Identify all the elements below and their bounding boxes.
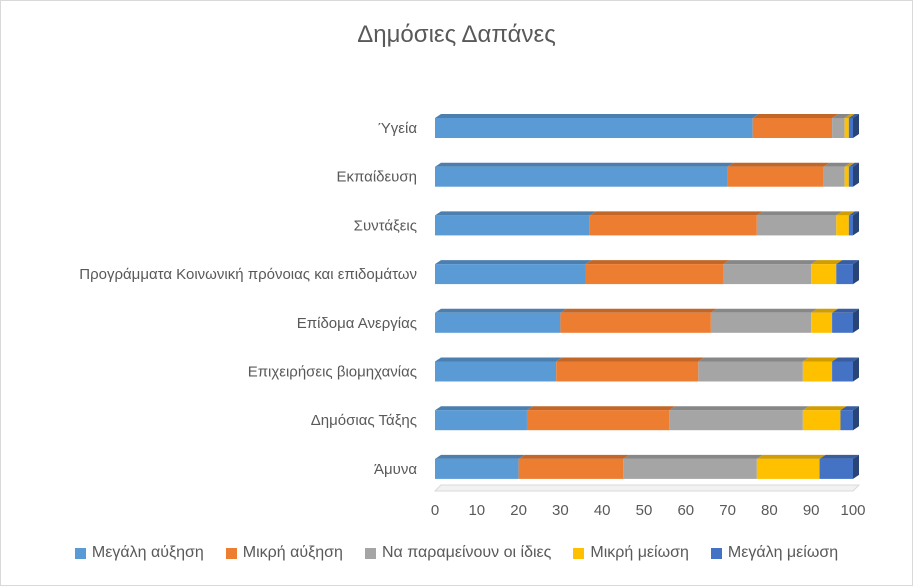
- bar-segment: [752, 114, 839, 138]
- legend-item: Μεγάλη αύξηση: [74, 544, 204, 562]
- bar-segment: [836, 211, 855, 236]
- legend-item: Να παραμείνουν οι ίδιες: [364, 544, 552, 562]
- bar-segment: [556, 357, 705, 382]
- bar-segment: [832, 357, 859, 382]
- bar-segment: [435, 114, 759, 138]
- legend-item: Μεγάλη μείωση: [710, 544, 839, 562]
- bar-segment: [560, 308, 717, 333]
- legend-swatch: [573, 547, 585, 559]
- x-tick-label: 20: [510, 502, 527, 519]
- bar-segment: [848, 162, 859, 187]
- bar-side-face: [853, 114, 859, 138]
- category-label: Δημόσιας Τάξης: [311, 412, 417, 429]
- legend-swatch: [710, 547, 722, 559]
- x-tick-label: 0: [431, 502, 439, 519]
- bar-side-face: [853, 406, 859, 431]
- x-tick-label: 50: [636, 502, 653, 519]
- category-label: Επίδομα Ανεργίας: [297, 315, 417, 332]
- bar-side-face: [853, 454, 859, 479]
- bar-segment: [518, 454, 630, 479]
- bar-segment: [435, 211, 596, 236]
- bar-segment: [823, 162, 851, 187]
- bar-segment: [819, 454, 859, 479]
- bar-segment: [727, 162, 830, 187]
- category-label: Συντάξεις: [354, 217, 417, 234]
- bar-side-face: [853, 211, 859, 236]
- bar-segment: [802, 357, 839, 382]
- chart-floor: [433, 484, 861, 492]
- bar-side-face: [853, 260, 859, 285]
- legend-label: Μικρή αύξηση: [242, 544, 343, 561]
- bar-segment: [723, 260, 818, 285]
- x-tick-label: 60: [677, 502, 694, 519]
- legend-swatch: [74, 547, 86, 559]
- category-label: Ύγεία: [378, 120, 417, 137]
- bar-segment: [802, 406, 847, 431]
- legend-item: Μικρή μείωση: [573, 544, 689, 562]
- bar-segment: [844, 114, 855, 138]
- bar-segment: [435, 454, 525, 479]
- x-tick-label: 30: [552, 502, 569, 519]
- legend-label: Μικρή μείωση: [590, 544, 689, 561]
- x-tick-label: 10: [468, 502, 485, 519]
- bar-segment: [836, 260, 859, 285]
- bar-segment: [832, 114, 851, 138]
- bar-side-face: [853, 162, 859, 187]
- category-label: Προγράμματα Κοινωνική πρόνοιας και επιδο…: [79, 266, 417, 283]
- bar-segment: [840, 406, 859, 431]
- bar-segment: [848, 211, 859, 236]
- bar-segment: [589, 211, 763, 236]
- bar-segment: [435, 162, 734, 187]
- chart-plot-area: Ύγεία Εκπαίδευση Συντάξεις Προγράμματα Κοιν…: [79, 114, 866, 519]
- bar-segment: [756, 211, 843, 236]
- legend-swatch: [364, 547, 376, 559]
- x-tick-label: 80: [761, 502, 778, 519]
- x-tick-label: 90: [803, 502, 820, 519]
- category-label: Επιχειρήσεις βιομηχανίας: [248, 364, 417, 381]
- bar-side-face: [853, 308, 859, 333]
- bar-segment: [811, 308, 839, 333]
- bar-side-face: [853, 357, 859, 382]
- bar-segment: [710, 308, 818, 333]
- chart-legend: Μεγάλη αύξηση Μικρή αύξηση Να παραμείνουν …: [1, 544, 912, 562]
- category-label: Άμυνα: [374, 461, 417, 478]
- x-tick-label: 70: [719, 502, 736, 519]
- bar-segment: [435, 260, 592, 285]
- legend-label: Μεγάλη αύξηση: [91, 544, 204, 561]
- bar-segment: [844, 162, 855, 187]
- bar-segment: [811, 260, 843, 285]
- bar-segment: [832, 308, 859, 333]
- bar-segment: [526, 406, 676, 431]
- legend-swatch: [225, 547, 237, 559]
- bar-segment: [435, 357, 563, 382]
- bar-segment: [623, 454, 763, 479]
- x-tick-label: 100: [840, 502, 865, 519]
- bar-segment: [435, 406, 533, 431]
- x-tick-label: 40: [594, 502, 611, 519]
- bar-segment: [698, 357, 809, 382]
- category-label: Εκπαίδευση: [337, 169, 418, 186]
- bar-segment: [848, 114, 859, 138]
- legend-item: Μικρή αύξηση: [225, 544, 343, 562]
- chart-title: Δημόσιες Δαπάνες: [357, 21, 556, 48]
- bar-segment: [435, 308, 567, 333]
- bar-segment: [669, 406, 809, 431]
- legend-label: Να παραμείνουν οι ίδιες: [381, 544, 552, 561]
- legend-label: Μεγάλη μείωση: [727, 544, 839, 561]
- bar-segment: [585, 260, 730, 285]
- bar-segment: [756, 454, 826, 479]
